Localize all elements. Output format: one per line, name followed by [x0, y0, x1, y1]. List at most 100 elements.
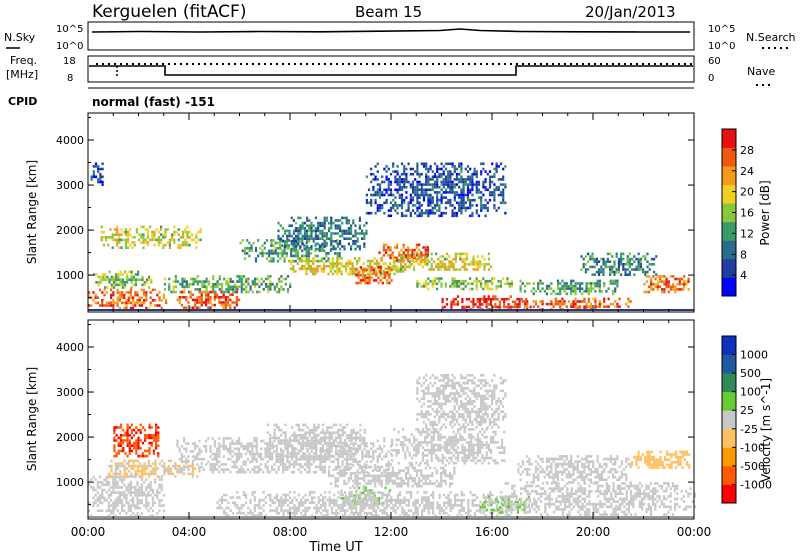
power-cell	[330, 219, 332, 222]
power-cell	[321, 257, 323, 260]
power-cell	[313, 240, 315, 243]
power-cell	[341, 265, 343, 268]
power-cell	[442, 306, 444, 309]
velocity-cell	[201, 458, 203, 461]
power-cell	[410, 183, 412, 186]
velocity-cell	[324, 434, 326, 437]
velocity-cell	[99, 486, 101, 489]
power-cell	[465, 285, 467, 288]
power-cell	[368, 212, 370, 215]
power-cell	[173, 231, 175, 234]
power-cell	[315, 248, 317, 251]
velocity-cell	[176, 442, 178, 445]
power-cell	[476, 209, 478, 212]
power-cell	[640, 260, 642, 263]
velocity-cell	[335, 452, 337, 455]
velocity-cell	[417, 428, 419, 431]
power-cell	[455, 253, 457, 256]
power-cell	[503, 298, 505, 301]
power-cell	[614, 290, 616, 293]
velocity-cell	[306, 461, 308, 464]
velocity-cell	[424, 449, 426, 452]
power-cell	[575, 290, 577, 293]
velocity-cell	[355, 442, 357, 445]
velocity-cell	[451, 482, 453, 485]
velocity-cell	[479, 439, 481, 442]
velocity-cell	[423, 482, 425, 485]
power-cell	[250, 286, 252, 289]
power-cell	[303, 260, 305, 263]
power-region-16	[580, 253, 657, 276]
power-cell	[427, 199, 429, 202]
velocity-cell	[282, 471, 284, 474]
power-cell	[618, 266, 620, 269]
power-cell	[520, 280, 522, 283]
velocity-cell	[99, 494, 101, 497]
power-cell	[661, 288, 663, 291]
power-cell	[110, 289, 112, 292]
power-cell	[557, 293, 559, 296]
velocity-cell	[158, 502, 160, 505]
velocity-cell	[333, 424, 335, 427]
power-cell	[670, 286, 672, 289]
velocity-cell	[354, 472, 356, 475]
velocity-cell	[359, 482, 361, 485]
velocity-cell	[295, 461, 297, 464]
power-cell	[186, 241, 188, 244]
power-cell	[425, 181, 427, 184]
power-cell	[396, 257, 398, 260]
velocity-cell	[278, 468, 280, 471]
power-cell	[498, 189, 500, 192]
power-cell	[336, 260, 338, 263]
power-cell	[375, 176, 377, 179]
power-cell	[121, 294, 123, 297]
power-cell	[214, 299, 216, 302]
power-cell	[393, 263, 395, 266]
velocity-cell	[420, 485, 422, 488]
power-cell	[283, 288, 285, 291]
power-cell	[158, 304, 160, 307]
power-cell	[341, 235, 343, 238]
power-cell	[223, 293, 225, 296]
power-cell	[469, 277, 471, 280]
power-cell	[312, 257, 314, 260]
velocity-cell	[137, 467, 139, 470]
velocity-cell	[353, 429, 355, 432]
power-cell	[396, 244, 398, 247]
velocity-cell	[355, 450, 357, 453]
power-cell	[277, 230, 279, 233]
velocity-cell	[363, 466, 365, 469]
velocity-cell	[216, 463, 218, 466]
power-cell	[451, 280, 453, 283]
power-cell	[555, 293, 557, 296]
velocity-cell	[146, 465, 148, 468]
power-cell	[465, 207, 467, 210]
power-cell	[389, 249, 391, 252]
power-cell	[232, 291, 234, 294]
velocity-cell	[433, 446, 435, 449]
power-cell	[207, 301, 209, 304]
power-cell	[387, 254, 389, 257]
power-cell	[466, 268, 468, 271]
power-cell	[570, 287, 572, 290]
power-cell	[269, 275, 271, 278]
power-cell	[666, 283, 668, 286]
power-cell	[101, 226, 103, 229]
power-cell	[445, 191, 447, 194]
power-cell	[160, 228, 162, 231]
power-cell	[347, 265, 349, 268]
velocity-cell	[333, 439, 335, 442]
power-cell	[95, 296, 97, 299]
power-cell	[227, 296, 229, 299]
velocity-cell	[304, 437, 306, 440]
power-cell	[397, 191, 399, 194]
velocity-cell	[440, 480, 442, 483]
velocity-cell	[135, 460, 137, 463]
power-cell	[128, 271, 130, 274]
velocity-cell	[147, 510, 149, 513]
power-cell	[397, 173, 399, 176]
power-cell	[400, 262, 402, 265]
power-cell	[375, 212, 377, 215]
velocity-cell	[154, 502, 156, 505]
velocity-cell	[346, 437, 348, 440]
